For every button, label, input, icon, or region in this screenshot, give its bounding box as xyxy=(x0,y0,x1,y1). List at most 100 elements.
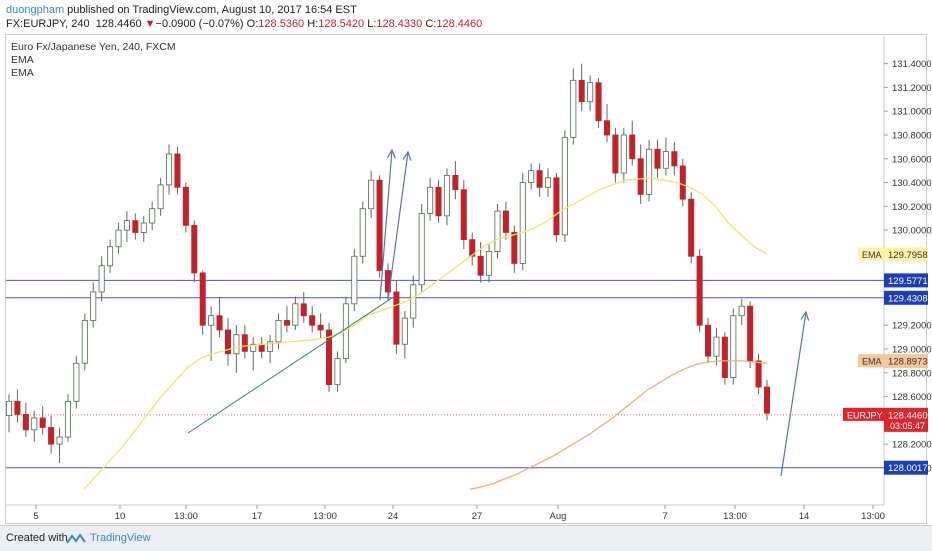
candle[interactable] xyxy=(587,82,594,103)
candle[interactable] xyxy=(570,79,577,138)
candle[interactable] xyxy=(688,198,695,257)
candle[interactable] xyxy=(747,305,754,362)
candle[interactable] xyxy=(612,134,619,174)
candle[interactable] xyxy=(393,291,400,345)
candle[interactable] xyxy=(300,303,307,317)
candle[interactable] xyxy=(755,360,762,388)
candle[interactable] xyxy=(73,362,80,402)
candle[interactable] xyxy=(140,222,147,233)
candle[interactable] xyxy=(275,320,282,343)
candle[interactable] xyxy=(368,179,375,210)
candle[interactable] xyxy=(250,343,257,352)
candle[interactable] xyxy=(629,134,636,160)
candle[interactable] xyxy=(359,208,366,257)
candle[interactable] xyxy=(713,336,720,357)
candle[interactable] xyxy=(595,82,602,122)
candle[interactable] xyxy=(31,417,38,431)
candle[interactable] xyxy=(107,246,114,267)
candle[interactable] xyxy=(477,255,484,276)
candle[interactable] xyxy=(536,170,543,188)
candle[interactable] xyxy=(326,329,333,386)
candle[interactable] xyxy=(182,186,189,226)
candle[interactable] xyxy=(427,186,434,214)
candle[interactable] xyxy=(283,320,290,326)
candle[interactable] xyxy=(157,184,164,210)
candle[interactable] xyxy=(166,153,173,186)
candle[interactable] xyxy=(502,210,509,233)
candle[interactable] xyxy=(460,189,467,241)
candle[interactable] xyxy=(115,229,122,248)
trend-arrow[interactable] xyxy=(387,151,409,301)
candle[interactable] xyxy=(309,315,316,326)
candle[interactable] xyxy=(738,305,745,317)
candle[interactable] xyxy=(545,177,552,188)
candle[interactable] xyxy=(81,320,88,364)
candle[interactable] xyxy=(132,220,139,233)
candle[interactable] xyxy=(267,341,274,352)
candle[interactable] xyxy=(64,400,71,438)
candle[interactable] xyxy=(317,324,324,331)
candle[interactable] xyxy=(401,317,408,345)
candle[interactable] xyxy=(435,186,442,217)
trend-arrow[interactable] xyxy=(379,149,393,301)
candle[interactable] xyxy=(696,255,703,326)
candle[interactable] xyxy=(654,148,661,169)
candlestick-chart[interactable]: 131.4000 131.2000 131.0000 130.8000 130.6000… xyxy=(0,0,932,525)
ema-legend-2[interactable]: EMA xyxy=(11,67,34,79)
candle[interactable] xyxy=(469,239,476,257)
candle[interactable] xyxy=(48,427,55,445)
candle[interactable] xyxy=(486,251,493,276)
ema-fast-line[interactable] xyxy=(83,177,768,490)
candle[interactable] xyxy=(679,165,686,200)
candle[interactable] xyxy=(98,265,105,293)
trendline[interactable] xyxy=(187,297,393,434)
candle[interactable] xyxy=(241,334,248,352)
candle[interactable] xyxy=(494,210,501,252)
candle[interactable] xyxy=(224,329,231,355)
candle[interactable] xyxy=(233,334,240,355)
candle[interactable] xyxy=(292,303,299,326)
candle[interactable] xyxy=(191,224,198,274)
candle[interactable] xyxy=(763,386,771,414)
candle[interactable] xyxy=(199,272,206,326)
candle[interactable] xyxy=(123,220,130,231)
candle[interactable] xyxy=(5,400,13,416)
candle[interactable] xyxy=(149,208,156,224)
candle[interactable] xyxy=(730,315,737,378)
candle[interactable] xyxy=(705,324,712,357)
candle[interactable] xyxy=(452,175,459,191)
candle[interactable] xyxy=(418,213,425,286)
candle[interactable] xyxy=(561,136,568,236)
candle[interactable] xyxy=(56,436,63,445)
tradingview-brand[interactable]: TradingView xyxy=(90,532,151,544)
candle[interactable] xyxy=(443,175,450,217)
candle[interactable] xyxy=(22,413,29,431)
candle[interactable] xyxy=(721,336,728,378)
candle[interactable] xyxy=(553,177,560,236)
candle[interactable] xyxy=(620,134,627,174)
author-link[interactable]: duongpham xyxy=(6,4,65,16)
candle[interactable] xyxy=(376,179,383,271)
candle[interactable] xyxy=(646,148,653,195)
candle[interactable] xyxy=(528,170,535,183)
candle[interactable] xyxy=(90,291,97,321)
candle[interactable] xyxy=(351,255,358,305)
candle[interactable] xyxy=(671,151,678,167)
candle[interactable] xyxy=(578,79,585,103)
candle[interactable] xyxy=(637,158,644,195)
ema-slow-line[interactable] xyxy=(469,360,768,490)
trend-arrow[interactable] xyxy=(780,311,807,477)
candle[interactable] xyxy=(334,358,341,386)
candle[interactable] xyxy=(208,315,215,326)
candle[interactable] xyxy=(14,400,21,415)
candle[interactable] xyxy=(39,417,46,428)
candle[interactable] xyxy=(519,182,526,264)
candle[interactable] xyxy=(174,153,181,188)
candle[interactable] xyxy=(258,343,265,352)
candle[interactable] xyxy=(216,315,223,331)
candle[interactable] xyxy=(603,120,610,136)
ema-legend-1[interactable]: EMA xyxy=(11,54,34,66)
candle[interactable] xyxy=(410,284,417,319)
candle[interactable] xyxy=(662,151,669,169)
candle[interactable] xyxy=(511,232,518,264)
